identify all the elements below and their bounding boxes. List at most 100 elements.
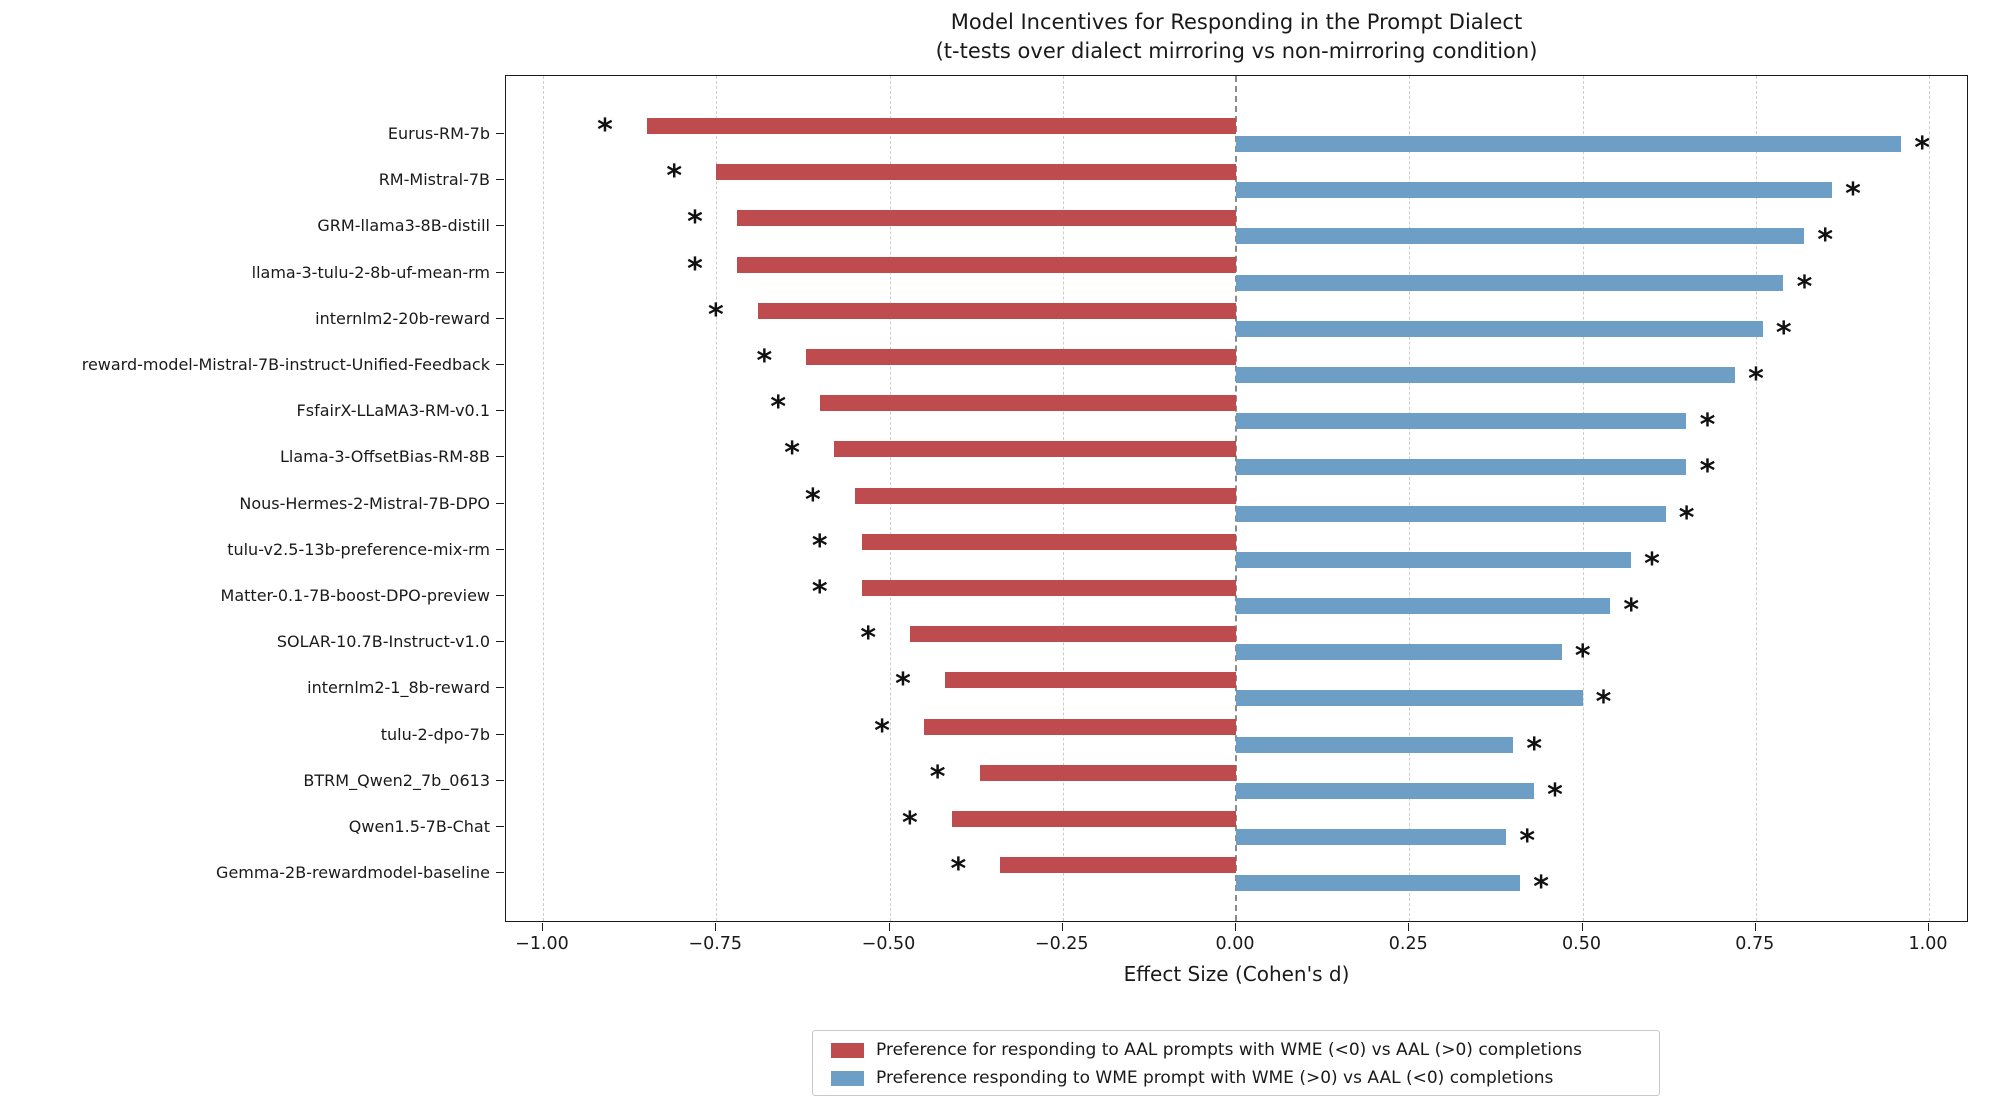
significance-asterisk: *: [1914, 131, 1931, 166]
y-tick-label: Qwen1.5-7B-Chat: [348, 817, 490, 836]
bar-blue: [1236, 367, 1735, 383]
legend-label-red: Preference for responding to AAL prompts…: [876, 1040, 1583, 1060]
significance-asterisk: *: [902, 806, 918, 841]
bar-red: [910, 626, 1236, 643]
significance-asterisk: *: [666, 159, 683, 195]
bar-blue: [1236, 182, 1832, 199]
bar-blue: [1236, 829, 1507, 845]
x-axis-tick: [542, 923, 543, 931]
bar-blue: [1236, 598, 1611, 614]
bar-blue: [1236, 551, 1631, 568]
y-axis-tick: [496, 502, 504, 504]
significance-asterisk: *: [1678, 500, 1695, 536]
y-tick-label: Gemma-2B-rewardmodel-baseline: [216, 863, 490, 883]
legend: Preference for responding to AAL prompts…: [812, 1030, 1660, 1096]
y-axis-tick: [496, 826, 504, 827]
y-tick-label: RM-Mistral-7B: [378, 170, 490, 190]
bar-red: [944, 672, 1236, 689]
gridline: [1755, 76, 1757, 921]
significance-asterisk: *: [1595, 685, 1612, 721]
bar-red: [861, 533, 1236, 550]
y-tick-label: Llama-3-OffsetBias-RM-8B: [280, 447, 490, 467]
significance-asterisk: *: [1699, 454, 1716, 490]
bar-blue: [1236, 136, 1902, 152]
zero-line: [1235, 76, 1237, 921]
significance-asterisk: *: [1644, 546, 1660, 582]
bar-red: [757, 302, 1236, 319]
significance-asterisk: *: [597, 113, 613, 148]
x-axis-tick: [715, 923, 717, 931]
y-axis-tick: [496, 548, 504, 550]
x-tick-label: 0.25: [1388, 934, 1428, 954]
x-tick-label: 1.00: [1908, 934, 1948, 954]
y-axis-tick: [496, 779, 504, 781]
significance-asterisk: *: [1547, 777, 1563, 813]
bar-blue: [1236, 875, 1521, 892]
y-axis-tick: [496, 595, 504, 596]
bar-red: [834, 441, 1236, 458]
significance-asterisk: *: [860, 621, 877, 657]
x-axis-tick: [1235, 923, 1236, 931]
bar-blue: [1236, 505, 1666, 522]
legend-item-aal: Preference for responding to AAL prompts…: [813, 1038, 1659, 1062]
x-axis-tick: [1754, 923, 1756, 931]
significance-asterisk: *: [1775, 315, 1792, 351]
y-axis-tick: [496, 733, 504, 735]
y-tick-label: Eurus-RM-7b: [387, 124, 490, 143]
legend-swatch-blue: [831, 1070, 864, 1086]
significance-asterisk: *: [929, 759, 946, 795]
significance-asterisk: *: [1748, 362, 1764, 397]
significance-asterisk: *: [687, 251, 703, 287]
significance-asterisk: *: [804, 482, 821, 518]
bar-blue: [1236, 320, 1763, 337]
bar-red: [861, 580, 1236, 596]
bar-red: [646, 118, 1236, 134]
significance-asterisk: *: [784, 436, 800, 472]
bar-red: [737, 210, 1236, 227]
gridline: [543, 76, 544, 921]
y-axis-tick: [496, 225, 504, 227]
bar-red: [924, 718, 1236, 735]
chart-subtitle: (t-tests over dialect mirroring vs non-m…: [935, 39, 1538, 63]
y-tick-label: GRM-llama3-8B-distill: [317, 216, 490, 236]
y-tick-label: internlm2-20b-reward: [315, 308, 490, 328]
significance-asterisk: *: [687, 205, 703, 241]
x-tick-label: −0.75: [688, 934, 743, 954]
legend-label-blue: Preference responding to WME prompt with…: [876, 1068, 1554, 1088]
significance-asterisk: *: [1574, 639, 1591, 675]
significance-asterisk: *: [1845, 177, 1861, 213]
y-axis-tick: [496, 317, 504, 319]
y-axis-tick: [496, 271, 504, 273]
bar-blue: [1236, 644, 1562, 661]
y-tick-label: internlm2-1_8b-reward: [307, 678, 490, 698]
bar-red: [737, 256, 1236, 273]
significance-asterisk: *: [950, 852, 967, 888]
y-axis-tick: [496, 641, 504, 643]
y-axis-tick: [496, 687, 504, 689]
bar-blue: [1236, 228, 1805, 245]
x-axis-tick: [1061, 923, 1063, 931]
significance-asterisk: *: [1519, 824, 1536, 859]
bar-blue: [1236, 274, 1784, 291]
bar-red: [979, 764, 1236, 781]
x-axis-label: Effect Size (Cohen's d): [1123, 962, 1350, 986]
y-tick-label: tulu-2-dpo-7b: [380, 724, 490, 744]
bar-blue: [1236, 413, 1687, 430]
x-tick-label: −1.00: [515, 934, 569, 954]
bar-red: [1000, 857, 1236, 874]
gridline: [1582, 76, 1584, 921]
bar-red: [820, 395, 1236, 412]
x-axis-tick: [1581, 923, 1583, 931]
bar-red: [716, 164, 1236, 181]
bar-red: [854, 487, 1236, 504]
y-tick-label: SOLAR-10.7B-Instruct-v1.0: [276, 632, 490, 652]
significance-asterisk: *: [1533, 870, 1549, 906]
x-axis-tick: [1408, 923, 1410, 931]
chart-title: Model Incentives for Responding in the P…: [950, 10, 1523, 34]
x-tick-label: −0.50: [861, 934, 916, 954]
y-axis-tick: [496, 872, 504, 874]
significance-asterisk: *: [1817, 223, 1834, 259]
y-tick-label: tulu-v2.5-13b-preference-mix-rm: [227, 539, 490, 559]
plot-area: * * * * * * * * * * * * * * * * * * * * * * * * * * * * * * * * * *: [505, 75, 1968, 922]
